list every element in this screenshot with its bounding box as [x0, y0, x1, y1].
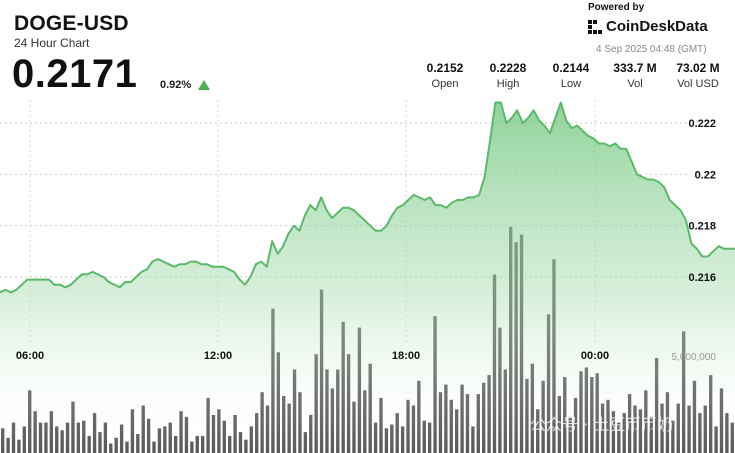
stat-value: 73.02 M	[676, 61, 720, 75]
stat-label: High	[496, 78, 520, 90]
stat-value: 0.2228	[489, 61, 527, 75]
stat-low: 0.2144 Low	[538, 61, 604, 90]
watermark-text: 公众号 · 土豆币币奶	[530, 415, 673, 434]
stat-value: 333.7 M	[613, 61, 657, 75]
y-tick-label: 0.22	[695, 169, 716, 181]
change-percent: 0.92%	[160, 79, 192, 91]
stat-label: Vol USD	[677, 78, 719, 90]
stat-label: Open	[431, 78, 459, 90]
y-tick-label: 0.218	[688, 221, 716, 233]
up-triangle-icon	[198, 80, 210, 90]
symbol-title: DOGE-USD	[14, 12, 129, 35]
coindesk-logo-icon	[588, 20, 602, 34]
y-tick-label: 0.216	[688, 272, 716, 284]
chart-subtitle: 24 Hour Chart	[14, 36, 90, 50]
stat-vol-usd: 73.02 M Vol USD	[665, 61, 731, 90]
current-price: 0.2171	[12, 52, 138, 96]
y-axis-ticks: 0.216 0.218 0.22 0.222	[688, 118, 716, 284]
powered-by-label: Powered by	[588, 2, 645, 13]
stat-label: Vol	[627, 78, 643, 90]
x-tick-label: 18:00	[392, 350, 420, 362]
stat-high: 0.2228 High	[475, 61, 541, 90]
stat-open: 0.2152 Open	[412, 61, 478, 90]
y-tick-label: 0.222	[688, 118, 716, 130]
volume-tick-label: 5,000,000	[672, 352, 717, 363]
brand-name: CoinDeskData	[606, 18, 708, 35]
timestamp: 4 Sep 2025 04:48 (GMT)	[596, 44, 707, 55]
price-line	[0, 101, 735, 294]
x-tick-label: 06:00	[16, 350, 44, 362]
stat-value: 0.2152	[426, 61, 464, 75]
stat-value: 0.2144	[552, 61, 590, 75]
stat-vol: 333.7 M Vol	[602, 61, 668, 90]
price-area-fill	[0, 102, 735, 453]
x-tick-label: 00:00	[581, 350, 609, 362]
x-tick-label: 12:00	[204, 350, 232, 362]
stat-label: Low	[560, 78, 582, 90]
x-axis-ticks: 06:00 12:00 18:00 00:00	[16, 350, 609, 362]
